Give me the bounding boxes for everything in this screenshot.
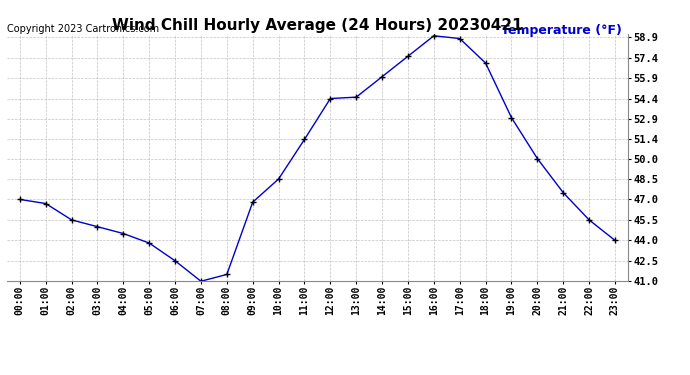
Text: Copyright 2023 Cartronics.com: Copyright 2023 Cartronics.com — [7, 24, 159, 34]
Title: Wind Chill Hourly Average (24 Hours) 20230421: Wind Chill Hourly Average (24 Hours) 202… — [112, 18, 523, 33]
Text: Temperature (°F): Temperature (°F) — [501, 24, 622, 37]
